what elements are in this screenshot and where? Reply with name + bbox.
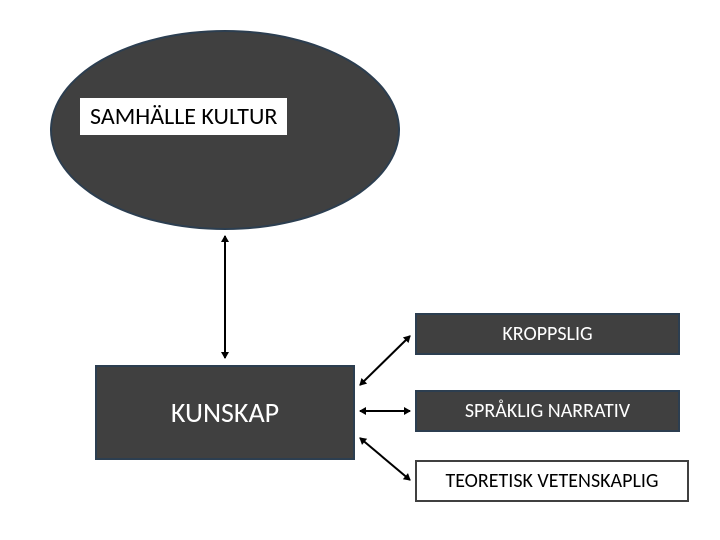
arrows xyxy=(0,0,720,540)
arrow-kroppslig xyxy=(360,336,410,385)
arrow-teoretisk xyxy=(360,438,410,480)
